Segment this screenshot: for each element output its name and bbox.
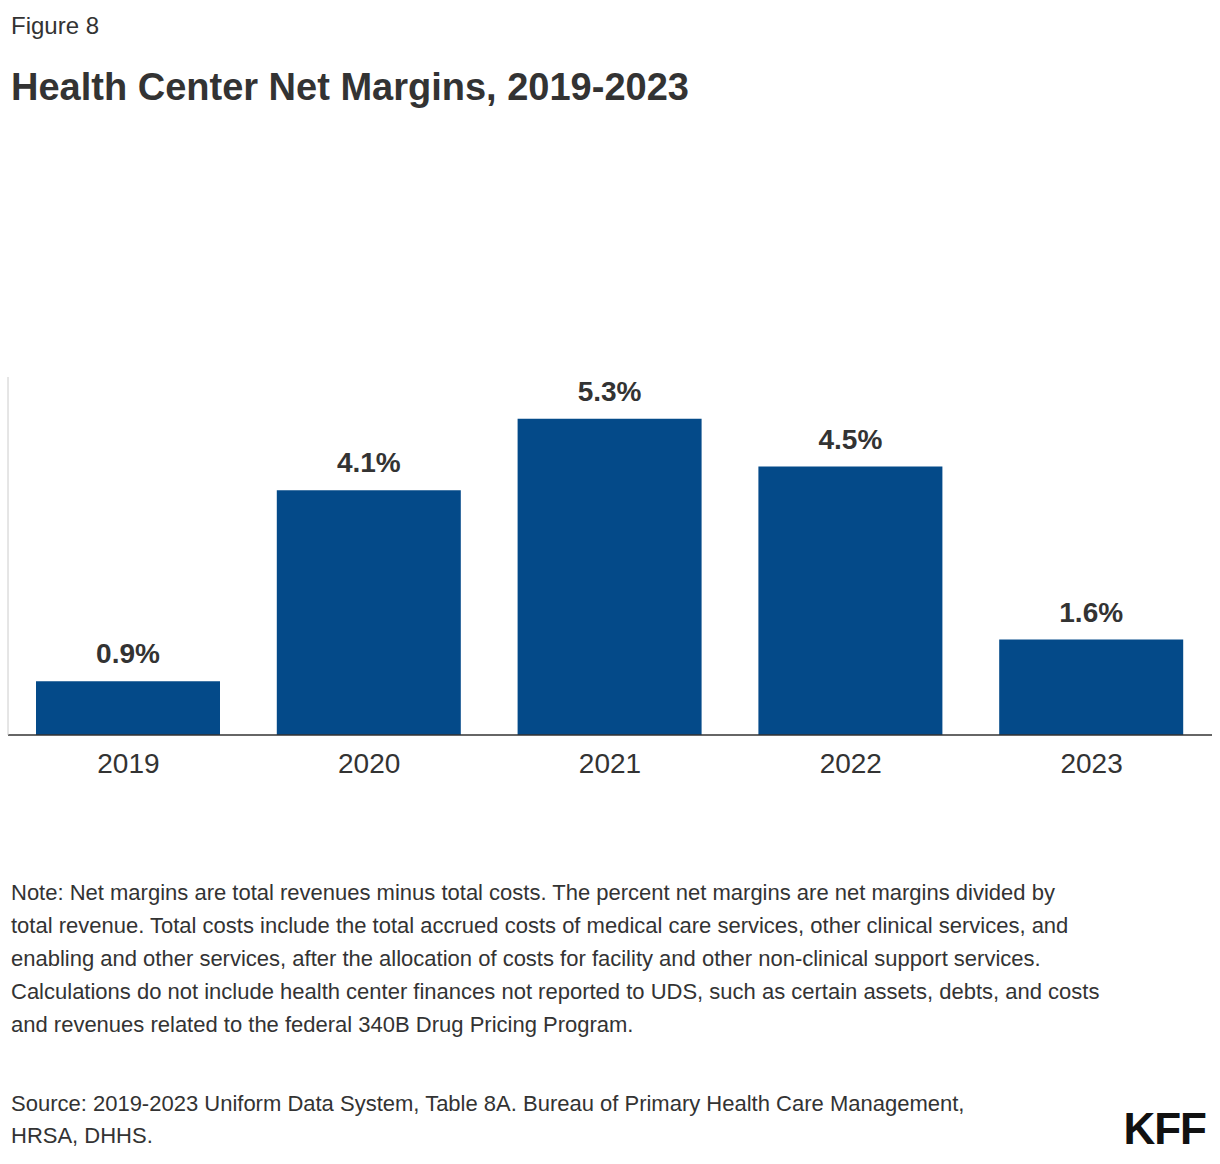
html-text:Source: 2019-2023 Uniform Data: Source: 2019-2023 Uniform Data System, T…: [11, 1091, 965, 1148]
html-text:KFF: KFF: [1123, 1104, 1206, 1153]
svg-text:0.9%: 0.9%: [96, 638, 160, 669]
svg-text:4.1%: 4.1%: [337, 447, 401, 478]
svg-text:5.3%: 5.3%: [578, 376, 642, 407]
html-text:Note: Net margins are total re: Note: Net margins are total revenues min…: [11, 880, 1100, 1037]
svg-text:2022: 2022: [820, 748, 882, 779]
svg-text:4.5%: 4.5%: [818, 424, 882, 455]
svg-text:2023: 2023: [1060, 748, 1122, 779]
html-text:Figure 8: Figure 8: [11, 12, 99, 39]
svg-text:2021: 2021: [579, 748, 641, 779]
html-text:Health Center Net Margins, 201: Health Center Net Margins, 2019-2023: [11, 66, 689, 108]
svg-text:1.6%: 1.6%: [1059, 597, 1123, 628]
svg-text:2019: 2019: [97, 748, 159, 779]
svg-text:2020: 2020: [338, 748, 400, 779]
